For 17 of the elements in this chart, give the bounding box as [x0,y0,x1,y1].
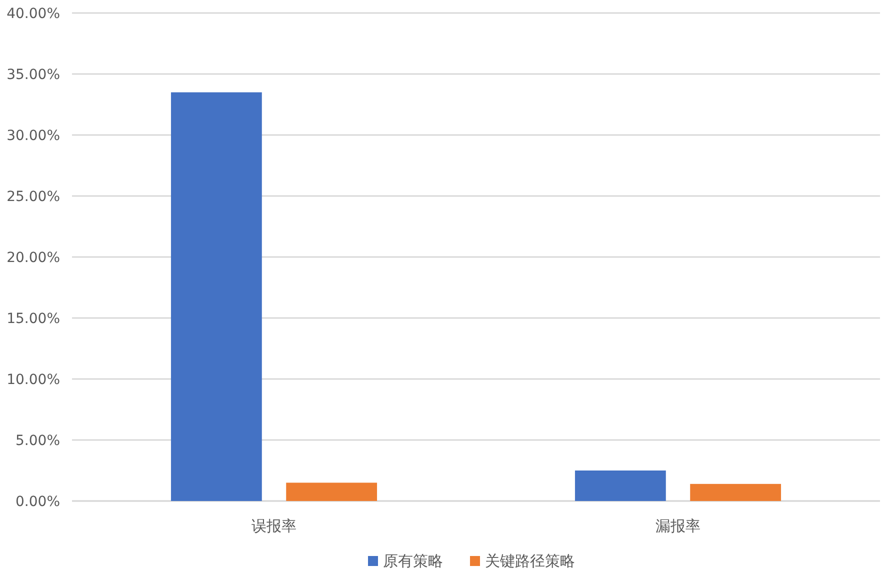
bar [170,92,262,501]
legend-label: 原有策略 [383,552,443,570]
y-tick-label: 30.00% [6,128,60,144]
y-tick-label: 35.00% [6,67,60,83]
y-tick-label: 5.00% [16,433,60,449]
y-tick-label: 15.00% [6,311,60,327]
y-tick-label: 25.00% [6,189,60,205]
y-tick-label: 20.00% [6,250,60,266]
x-tick-label: 误报率 [252,517,296,535]
y-tick-label: 10.00% [6,372,60,388]
y-tick-label: 40.00% [6,6,60,22]
y-tick-label: 0.00% [16,494,60,510]
bar [286,482,378,501]
bar [690,484,782,501]
x-tick-label: 漏报率 [656,517,700,535]
bar [574,470,666,501]
legend-label: 关键路径策略 [485,552,575,570]
